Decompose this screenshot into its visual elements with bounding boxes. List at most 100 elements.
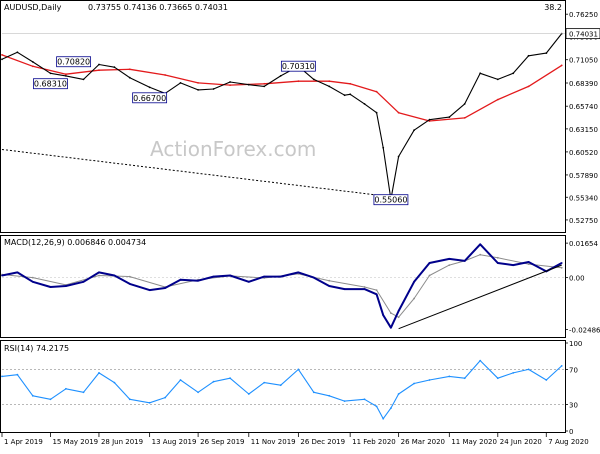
moving-average-line-point <box>197 82 200 84</box>
price-annotation-label: 0.66700 <box>133 94 166 103</box>
x-tick-label: 28 Jun 2019 <box>101 438 143 446</box>
price-line-point <box>363 103 366 105</box>
moving-average-line-point <box>527 85 530 88</box>
price-line-point <box>328 85 331 88</box>
macd-line-point <box>479 243 482 246</box>
macd-signal-line-point <box>413 297 415 300</box>
price-line-point <box>545 52 548 54</box>
macd-line-point <box>212 275 215 278</box>
rsi-line-point <box>363 398 366 401</box>
rsi-line-point <box>312 391 315 394</box>
price-annotation-box <box>280 60 316 72</box>
macd-signal-line-point <box>390 312 392 314</box>
macd-signal-line-point <box>479 253 482 256</box>
price-line-point <box>312 78 315 81</box>
macd-line-point <box>82 280 85 283</box>
price-line <box>1 33 563 200</box>
price-line-point <box>496 78 499 81</box>
price-line-point <box>413 129 415 132</box>
macd-line-point <box>312 276 315 279</box>
rsi-line-point <box>297 368 300 371</box>
macd-line-point <box>512 264 515 266</box>
watermark: ActionForex.com <box>150 137 316 161</box>
rsi-line-point <box>65 387 67 390</box>
price-line-point <box>448 116 451 118</box>
price-panel-frame <box>0 0 566 233</box>
rsi-panel-frame <box>0 340 566 433</box>
moving-average-line-point <box>328 80 331 83</box>
rsi-line-point <box>31 394 34 397</box>
price-line-point <box>428 118 431 121</box>
price-line-point <box>247 83 250 86</box>
price-series-group <box>1 32 565 201</box>
rsi-line-point <box>263 381 266 384</box>
rsi-line-point <box>247 393 250 395</box>
macd-line-point <box>247 280 250 283</box>
macd-line-point <box>390 326 392 329</box>
rsi-line-point <box>512 372 515 374</box>
rsi-line-point <box>382 417 385 420</box>
rsi-line-point <box>16 373 19 376</box>
moving-average-line-point <box>1 54 3 56</box>
price-annotation-label: 0.70820 <box>57 58 90 67</box>
rsi-line-group <box>1 359 563 420</box>
price-y-tick-label: 0.76250 <box>569 11 598 19</box>
moving-average-group <box>1 54 563 122</box>
macd-signal-line-point <box>527 263 530 265</box>
macd-line-point <box>179 278 182 281</box>
rsi-y-axis: 100 70 30 0 <box>565 340 582 436</box>
macd-line-point <box>263 275 266 278</box>
macd-line-point <box>279 275 282 278</box>
x-tick-label: 13 Aug 2019 <box>152 438 197 446</box>
rsi-level-lines <box>2 369 565 405</box>
current-price-box <box>565 28 600 40</box>
price-line-point <box>197 89 200 91</box>
rsi-line-point <box>413 382 415 385</box>
macd-line-point <box>413 280 415 283</box>
macd-signal-line-point <box>31 276 34 279</box>
macd-signal-line-point <box>98 274 100 277</box>
macd-line-point <box>229 274 232 277</box>
price-line-point <box>349 93 352 96</box>
rsi-line-point <box>98 372 100 374</box>
x-tick-label: 26 Mar 2020 <box>401 438 445 446</box>
price-line-point <box>82 78 85 81</box>
price-line-point <box>512 72 515 75</box>
rsi-line-point <box>229 377 232 380</box>
rsi-line-point <box>496 377 499 380</box>
macd-y-axis: 0.01654 0.00 -0.02486 <box>565 240 600 334</box>
rsi-line-point <box>128 398 131 401</box>
rsi-line-point <box>545 379 548 381</box>
x-tick-label: 1 Apr 2019 <box>4 438 43 446</box>
chart-header-symbol: AUDUSD,Daily <box>4 3 62 12</box>
macd-signal-line-point <box>328 279 331 282</box>
rsi-line-point <box>197 391 200 394</box>
x-tick-label: 24 Jun 2020 <box>500 438 542 446</box>
macd-line-point <box>448 258 451 260</box>
rsi-line-point <box>113 381 116 384</box>
rsi-line-point <box>479 359 482 362</box>
price-line-point <box>1 58 3 61</box>
price-line-point <box>113 66 116 69</box>
rsi-line-point <box>428 379 431 381</box>
price-line-point <box>263 85 266 88</box>
rsi-line-point <box>279 384 282 387</box>
price-line-point <box>179 82 182 84</box>
x-tick-label: 15 May 2019 <box>52 438 98 446</box>
rsi-y-tick-label: 0 <box>569 428 573 436</box>
moving-average-line-point <box>229 84 232 86</box>
moving-average-line-point <box>98 69 100 72</box>
macd-line-point <box>65 285 67 287</box>
price-annotation-box <box>56 56 92 68</box>
rsi-line-point <box>448 375 451 378</box>
macd-signal-line-point <box>496 256 499 259</box>
macd-line-point <box>113 274 116 277</box>
rsi-line-point <box>82 391 85 394</box>
chart-header-ohlc: 0.73755 0.74136 0.73665 0.74031 <box>88 3 228 12</box>
macd-trendline <box>398 264 562 330</box>
price-line-point <box>229 81 232 83</box>
macd-signal-line-point <box>428 274 431 277</box>
rsi-line-point <box>328 394 331 397</box>
moving-average-line-point <box>31 65 34 68</box>
macd-line-point <box>397 310 400 312</box>
